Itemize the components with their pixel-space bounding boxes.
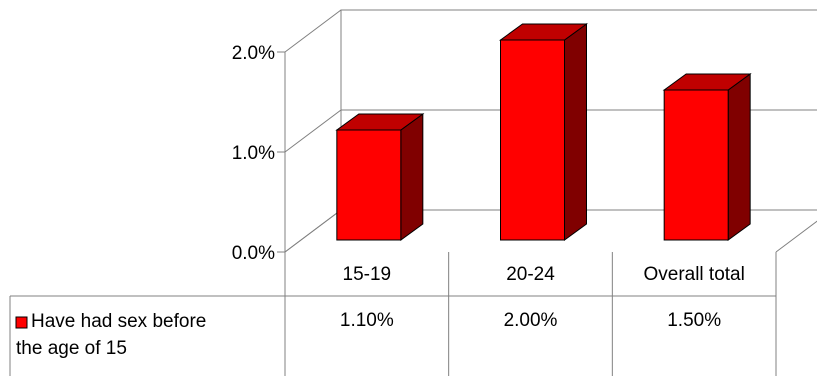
bar-15-19 [335, 113, 425, 241]
bar-side [400, 113, 424, 241]
data-table: 15-19 1.10% 20-24 2.00% Overall total 1.50% Ha… [9, 252, 777, 376]
x-category-label: 15-19 [343, 264, 392, 285]
bar-side [564, 23, 587, 241]
bar-side [727, 73, 751, 241]
bar-front [500, 39, 565, 241]
bar-20-24 [498, 23, 589, 241]
legend-label: Have had sex before the age of 15 [16, 311, 206, 359]
x-category-label: Overall total [643, 264, 744, 285]
bar-front [663, 89, 729, 241]
x-category-label: 20-24 [506, 264, 555, 285]
table-value-cell: 2.00% [504, 310, 558, 331]
y-tick-label: 1.0% [232, 143, 275, 164]
legend-label-line: Have had sex before [31, 311, 206, 332]
gridline [284, 9, 817, 53]
legend-label-line: the age of 15 [16, 338, 127, 359]
bars-layer [335, 23, 752, 241]
bar-front [336, 129, 402, 241]
bar-overall-total [662, 73, 752, 241]
y-tick-label: 2.0% [232, 43, 275, 64]
legend-swatch [15, 316, 28, 329]
table-value-cell: 1.50% [667, 310, 721, 331]
y-axis-ticks: 0.0% 1.0% 2.0% [232, 43, 285, 264]
y-tick-label: 0.0% [232, 243, 275, 264]
table-value-cell: 1.10% [340, 310, 394, 331]
